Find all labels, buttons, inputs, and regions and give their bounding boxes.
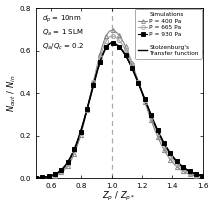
Y-axis label: $N_{out}\ /\ N_{in}$: $N_{out}\ /\ N_{in}$ [6, 74, 18, 112]
Text: $d_p$ = 10nm
$Q_a$ = 1 SLM
$Q_a/Q_c$ = 0.2: $d_p$ = 10nm $Q_a$ = 1 SLM $Q_a/Q_c$ = 0… [43, 13, 84, 52]
X-axis label: $Z_p\ /\ Z_{p*}$: $Z_p\ /\ Z_{p*}$ [103, 190, 136, 203]
Legend: Simulations, P = 400 Pa, P = 665 Pa, P = 930 Pa,  , Stolzenburg's
Transfer funct: Simulations, P = 400 Pa, P = 665 Pa, P =… [135, 9, 202, 59]
